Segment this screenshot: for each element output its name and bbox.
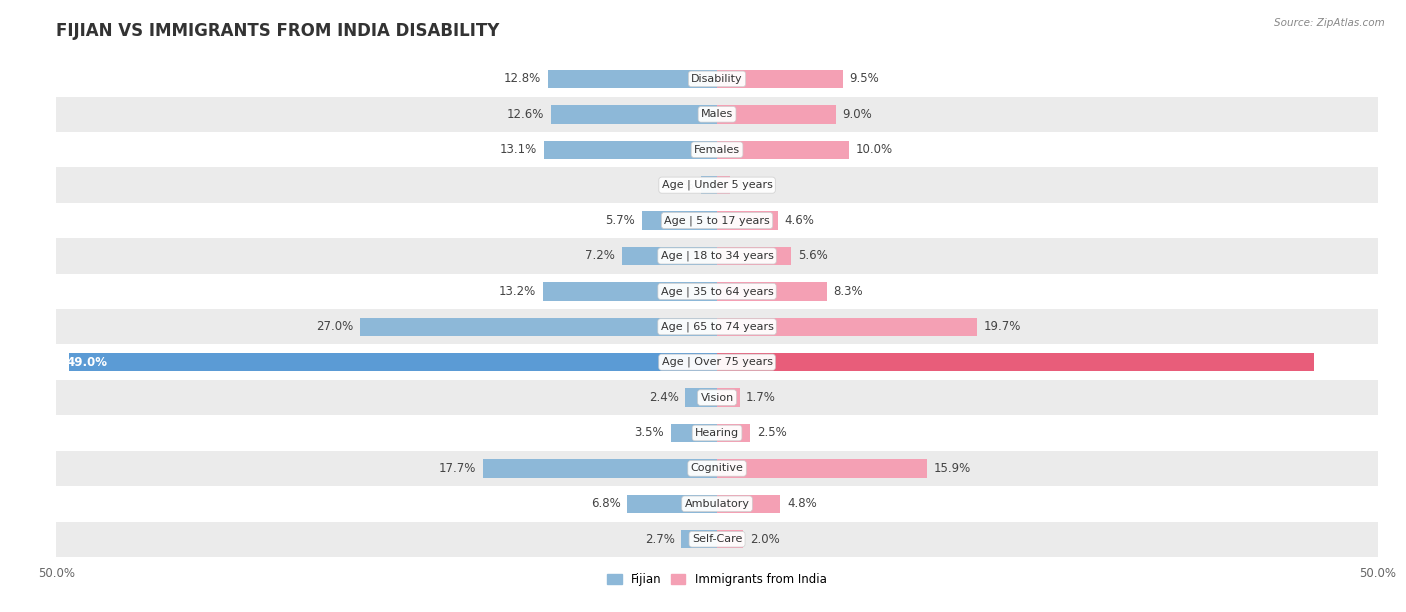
Bar [56, 97, 1378, 132]
Text: Cognitive: Cognitive [690, 463, 744, 474]
Bar [56, 521, 1378, 557]
Bar [56, 274, 1378, 309]
Text: 27.0%: 27.0% [316, 320, 354, 334]
Text: 9.5%: 9.5% [849, 72, 879, 86]
Legend: Fijian, Immigrants from India: Fijian, Immigrants from India [603, 568, 831, 591]
Bar [717, 530, 744, 548]
Bar [717, 459, 927, 477]
Bar [56, 416, 1378, 450]
Text: 15.9%: 15.9% [934, 462, 972, 475]
Bar [56, 380, 1378, 416]
Bar [671, 424, 717, 442]
Text: 13.2%: 13.2% [499, 285, 536, 298]
Text: 13.1%: 13.1% [501, 143, 537, 156]
Bar [543, 282, 717, 300]
Text: 17.7%: 17.7% [439, 462, 477, 475]
Text: Age | 35 to 64 years: Age | 35 to 64 years [661, 286, 773, 297]
Text: Age | 5 to 17 years: Age | 5 to 17 years [664, 215, 770, 226]
Text: FIJIAN VS IMMIGRANTS FROM INDIA DISABILITY: FIJIAN VS IMMIGRANTS FROM INDIA DISABILI… [56, 22, 499, 40]
Text: Age | Under 5 years: Age | Under 5 years [662, 180, 772, 190]
Text: 1.0%: 1.0% [737, 179, 766, 192]
Bar [685, 389, 717, 407]
Text: 12.8%: 12.8% [503, 72, 541, 86]
Text: Age | Over 75 years: Age | Over 75 years [662, 357, 772, 367]
Bar [717, 70, 842, 88]
Text: Self-Care: Self-Care [692, 534, 742, 544]
Text: 45.2%: 45.2% [1326, 356, 1367, 368]
Bar [56, 132, 1378, 168]
Bar [56, 450, 1378, 486]
Bar [627, 494, 717, 513]
Text: 6.8%: 6.8% [591, 498, 620, 510]
Bar [56, 345, 1378, 380]
Bar [717, 105, 837, 124]
Bar [56, 61, 1378, 97]
Text: 8.3%: 8.3% [834, 285, 863, 298]
Bar [56, 486, 1378, 521]
Bar [717, 282, 827, 300]
Bar [551, 105, 717, 124]
Text: 3.5%: 3.5% [634, 427, 664, 439]
Bar [56, 203, 1378, 238]
Text: Hearing: Hearing [695, 428, 740, 438]
Bar [56, 309, 1378, 345]
Text: Age | 65 to 74 years: Age | 65 to 74 years [661, 321, 773, 332]
Text: Males: Males [702, 110, 733, 119]
Text: 12.6%: 12.6% [506, 108, 544, 121]
Bar [717, 424, 751, 442]
Text: 19.7%: 19.7% [984, 320, 1021, 334]
Text: Females: Females [695, 144, 740, 155]
Text: Disability: Disability [692, 74, 742, 84]
Bar [484, 459, 717, 477]
Text: 2.5%: 2.5% [756, 427, 786, 439]
Bar [702, 176, 717, 195]
Bar [56, 238, 1378, 274]
Text: Source: ZipAtlas.com: Source: ZipAtlas.com [1274, 18, 1385, 28]
Text: 4.6%: 4.6% [785, 214, 814, 227]
Text: Age | 18 to 34 years: Age | 18 to 34 years [661, 251, 773, 261]
Text: 2.4%: 2.4% [648, 391, 679, 404]
Bar [717, 176, 730, 195]
Text: 2.0%: 2.0% [751, 532, 780, 546]
Text: Vision: Vision [700, 392, 734, 403]
Text: 7.2%: 7.2% [585, 250, 616, 263]
Text: 49.0%: 49.0% [67, 356, 108, 368]
Bar [56, 168, 1378, 203]
Bar [717, 211, 778, 230]
Bar [717, 318, 977, 336]
Bar [717, 247, 792, 265]
Bar [360, 318, 717, 336]
Bar [544, 141, 717, 159]
Bar [682, 530, 717, 548]
Text: 5.6%: 5.6% [797, 250, 827, 263]
Bar [69, 353, 717, 371]
Text: 4.8%: 4.8% [787, 498, 817, 510]
Text: 9.0%: 9.0% [842, 108, 872, 121]
Bar [717, 389, 740, 407]
Bar [717, 494, 780, 513]
Bar [717, 141, 849, 159]
Bar [641, 211, 717, 230]
Text: 2.7%: 2.7% [645, 532, 675, 546]
Text: 1.7%: 1.7% [747, 391, 776, 404]
Text: 5.7%: 5.7% [606, 214, 636, 227]
Bar [717, 353, 1315, 371]
Text: Ambulatory: Ambulatory [685, 499, 749, 509]
Text: 10.0%: 10.0% [856, 143, 893, 156]
Bar [548, 70, 717, 88]
Bar [621, 247, 717, 265]
Text: 1.2%: 1.2% [665, 179, 695, 192]
